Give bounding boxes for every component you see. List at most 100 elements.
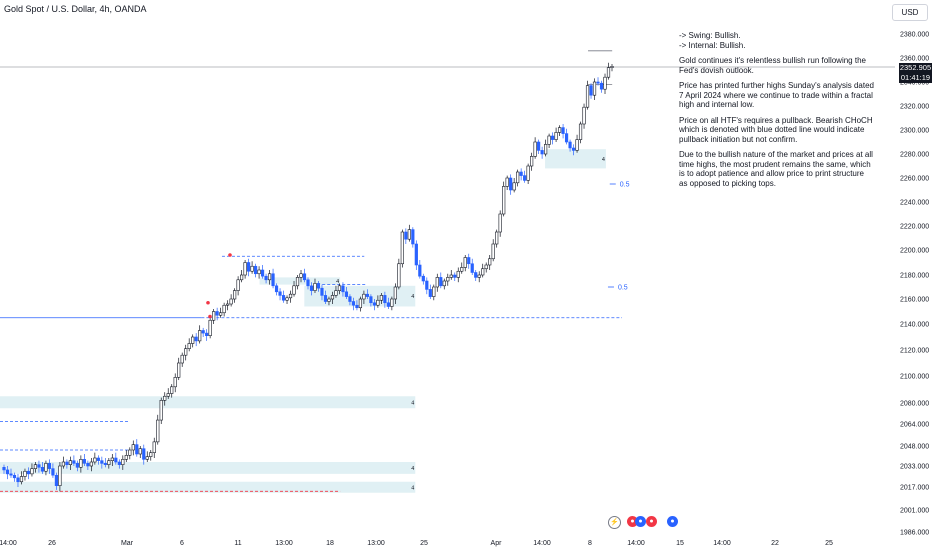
candle[interactable] xyxy=(278,291,282,296)
candle[interactable] xyxy=(442,280,446,287)
candle[interactable] xyxy=(439,277,443,287)
candle[interactable] xyxy=(316,283,321,289)
candle[interactable] xyxy=(82,459,86,464)
candle[interactable] xyxy=(5,469,10,475)
candle[interactable] xyxy=(285,297,289,301)
candle[interactable] xyxy=(526,165,530,181)
currency-button[interactable]: USD xyxy=(892,4,928,21)
candle[interactable] xyxy=(467,257,471,265)
candle[interactable] xyxy=(240,274,244,281)
candle[interactable] xyxy=(121,459,125,465)
candle[interactable] xyxy=(547,135,551,145)
candle[interactable] xyxy=(86,463,90,467)
candle[interactable] xyxy=(397,263,401,288)
candle[interactable] xyxy=(425,280,429,290)
candle[interactable] xyxy=(100,460,104,464)
candle[interactable] xyxy=(554,132,558,140)
candle[interactable] xyxy=(309,285,314,291)
candle[interactable] xyxy=(446,277,450,282)
candle[interactable] xyxy=(456,270,460,278)
candle[interactable] xyxy=(184,348,188,356)
candle[interactable] xyxy=(575,139,579,151)
candle[interactable] xyxy=(44,463,48,472)
candle[interactable] xyxy=(54,474,59,486)
candle[interactable] xyxy=(253,265,258,275)
candle[interactable] xyxy=(142,448,146,460)
candle[interactable] xyxy=(348,296,352,302)
candle[interactable] xyxy=(550,135,555,140)
candle[interactable] xyxy=(481,268,485,276)
candle[interactable] xyxy=(243,262,247,276)
candle[interactable] xyxy=(26,470,31,475)
candle[interactable] xyxy=(103,463,107,465)
candle[interactable] xyxy=(89,461,93,467)
candle[interactable] xyxy=(516,171,520,184)
candle[interactable] xyxy=(502,186,506,215)
candle[interactable] xyxy=(128,449,132,456)
candle[interactable] xyxy=(201,330,205,334)
candle[interactable] xyxy=(564,133,569,143)
candle[interactable] xyxy=(421,275,425,282)
candle[interactable] xyxy=(407,229,411,240)
candle[interactable] xyxy=(533,141,537,157)
candle[interactable] xyxy=(274,285,279,293)
candle[interactable] xyxy=(72,460,76,464)
candle[interactable] xyxy=(271,273,275,287)
candle[interactable] xyxy=(344,291,349,297)
candle[interactable] xyxy=(114,457,118,463)
candle[interactable] xyxy=(257,269,261,275)
candle[interactable] xyxy=(505,177,509,187)
candle[interactable] xyxy=(299,273,303,278)
candle[interactable] xyxy=(246,262,251,272)
candle[interactable] xyxy=(596,81,600,84)
candle[interactable] xyxy=(428,289,432,297)
candle[interactable] xyxy=(107,460,111,465)
candle[interactable] xyxy=(498,213,502,233)
candle[interactable] xyxy=(578,123,583,140)
candle[interactable] xyxy=(512,182,516,191)
candle[interactable] xyxy=(226,303,230,306)
candle[interactable] xyxy=(390,298,394,307)
candle[interactable] xyxy=(404,231,408,240)
candle[interactable] xyxy=(453,274,457,278)
candle[interactable] xyxy=(589,85,593,96)
candle[interactable] xyxy=(449,274,453,278)
candle[interactable] xyxy=(372,302,376,306)
candle[interactable] xyxy=(411,229,415,245)
candle[interactable] xyxy=(484,264,488,270)
candle[interactable] xyxy=(488,258,492,266)
candle[interactable] xyxy=(568,141,572,149)
price-axis[interactable]: 2380.000 2360.000 2340.000 2320.000 2300.000… xyxy=(900,32,929,537)
candle[interactable] xyxy=(537,141,541,151)
candle[interactable] xyxy=(477,274,481,278)
candle[interactable] xyxy=(138,448,142,455)
us-flag-icon[interactable]: ● xyxy=(627,516,638,527)
candle[interactable] xyxy=(337,285,342,291)
candle[interactable] xyxy=(432,286,436,297)
us-flag-icon[interactable]: ● xyxy=(646,516,657,527)
candle[interactable] xyxy=(19,476,24,483)
candle[interactable] xyxy=(523,175,527,181)
candle[interactable] xyxy=(16,477,20,483)
candle[interactable] xyxy=(288,293,293,299)
candle[interactable] xyxy=(68,460,72,465)
us-flag-icon[interactable]: ● xyxy=(635,516,646,527)
candle[interactable] xyxy=(491,243,495,260)
candle[interactable] xyxy=(124,455,128,460)
candle[interactable] xyxy=(110,457,114,461)
candle[interactable] xyxy=(582,106,586,125)
candle[interactable] xyxy=(149,452,153,457)
candle[interactable] xyxy=(358,298,363,309)
us-flag-icon[interactable]: ● xyxy=(667,516,678,527)
candle[interactable] xyxy=(386,302,390,307)
candle[interactable] xyxy=(540,150,544,155)
candle[interactable] xyxy=(351,301,356,306)
candle[interactable] xyxy=(47,463,52,469)
candle[interactable] xyxy=(145,456,149,460)
candle[interactable] xyxy=(414,243,418,266)
candle[interactable] xyxy=(557,127,562,133)
candle[interactable] xyxy=(79,459,83,468)
candle[interactable] xyxy=(281,295,286,301)
candle[interactable] xyxy=(585,85,590,108)
